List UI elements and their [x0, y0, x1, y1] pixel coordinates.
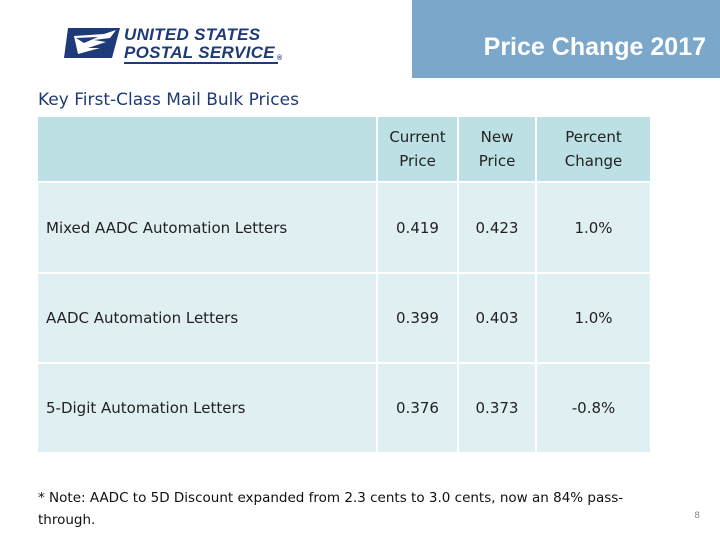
- column-header-empty: [38, 117, 378, 183]
- column-header-percent-change: Percent Change: [537, 117, 650, 183]
- table-header-row: Current Price New Price Percent Change: [38, 117, 650, 183]
- column-header-new-price: New Price: [459, 117, 537, 183]
- row-label: Mixed AADC Automation Letters: [38, 183, 378, 274]
- logo-line-1: UNITED STATES: [124, 25, 261, 44]
- logo-wordmark: UNITED STATES POSTAL SERVICE ®: [124, 26, 282, 68]
- column-header-current-price: Current Price: [378, 117, 459, 183]
- usps-logo: UNITED STATES POSTAL SERVICE ®: [0, 0, 412, 78]
- logo-underline: [124, 62, 278, 64]
- new-price-cell: 0.403: [459, 274, 537, 364]
- table-row: 5-Digit Automation Letters 0.376 0.373 -…: [38, 364, 650, 454]
- new-price-cell: 0.423: [459, 183, 537, 274]
- page-number: 8: [694, 511, 700, 521]
- table-row: AADC Automation Letters 0.399 0.403 1.0%: [38, 274, 650, 364]
- header-title: Price Change 2017: [483, 33, 706, 61]
- row-label: AADC Automation Letters: [38, 274, 378, 364]
- percent-change-cell: 1.0%: [537, 183, 650, 274]
- registered-mark: ®: [276, 55, 283, 62]
- footnote: * Note: AADC to 5D Discount expanded fro…: [38, 490, 624, 528]
- row-label: 5-Digit Automation Letters: [38, 364, 378, 454]
- header-bar: UNITED STATES POSTAL SERVICE ® Price Cha…: [0, 0, 720, 78]
- table-row: Mixed AADC Automation Letters 0.419 0.42…: [38, 183, 650, 274]
- section-title: Key First-Class Mail Bulk Prices: [38, 90, 299, 110]
- logo-line-2: POSTAL SERVICE: [124, 43, 275, 62]
- current-price-cell: 0.399: [378, 274, 459, 364]
- new-price-cell: 0.373: [459, 364, 537, 454]
- eagle-icon: [64, 28, 120, 58]
- current-price-cell: 0.376: [378, 364, 459, 454]
- percent-change-cell: -0.8%: [537, 364, 650, 454]
- price-table: Current Price New Price Percent Change M…: [38, 117, 650, 454]
- current-price-cell: 0.419: [378, 183, 459, 274]
- percent-change-cell: 1.0%: [537, 274, 650, 364]
